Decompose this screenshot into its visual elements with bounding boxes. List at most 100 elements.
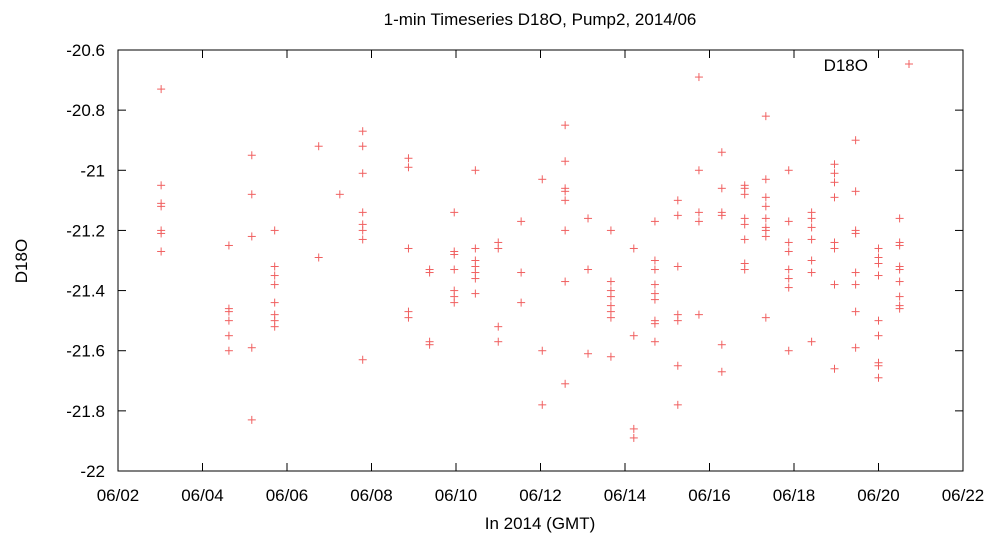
data-point bbox=[784, 274, 793, 283]
data-point bbox=[247, 232, 256, 241]
data-point bbox=[358, 208, 367, 217]
data-point bbox=[224, 316, 233, 325]
data-point bbox=[761, 232, 770, 241]
data-point bbox=[450, 250, 459, 259]
data-point bbox=[761, 214, 770, 223]
data-point bbox=[314, 142, 323, 151]
data-point bbox=[270, 271, 279, 280]
data-point bbox=[247, 151, 256, 160]
data-point bbox=[807, 256, 816, 265]
data-point bbox=[584, 265, 593, 274]
data-point bbox=[538, 175, 547, 184]
data-point bbox=[358, 235, 367, 244]
data-point bbox=[830, 244, 839, 253]
data-point bbox=[650, 265, 659, 274]
data-point bbox=[694, 310, 703, 319]
legend-plus-marker bbox=[905, 60, 913, 68]
y-axis: -20.6 -20.8 -21 -21.2 -21.4 -21.6 -21.8 -22 bbox=[66, 41, 963, 481]
data-point bbox=[807, 268, 816, 277]
data-point bbox=[358, 226, 367, 235]
x-tick-label-6: 06/14 bbox=[604, 486, 647, 505]
data-point bbox=[830, 193, 839, 202]
data-point bbox=[717, 211, 726, 220]
data-point bbox=[224, 241, 233, 250]
data-point bbox=[717, 340, 726, 349]
data-point bbox=[471, 274, 480, 283]
data-point bbox=[270, 226, 279, 235]
data-point bbox=[895, 214, 904, 223]
data-point bbox=[157, 202, 166, 211]
data-point bbox=[673, 361, 682, 370]
data-point bbox=[740, 235, 749, 244]
data-point bbox=[358, 169, 367, 178]
data-point bbox=[807, 214, 816, 223]
data-point bbox=[606, 292, 615, 301]
data-point bbox=[874, 244, 883, 253]
x-tick-label-5: 06/12 bbox=[519, 486, 562, 505]
legend-label: D18O bbox=[824, 56, 868, 75]
x-tick-label-7: 06/16 bbox=[688, 486, 731, 505]
data-point bbox=[404, 244, 413, 253]
data-point bbox=[807, 337, 816, 346]
data-point bbox=[358, 355, 367, 364]
data-point bbox=[224, 346, 233, 355]
x-tick-label-3: 06/08 bbox=[350, 486, 393, 505]
y-tick-label-2: -21 bbox=[80, 161, 105, 180]
data-point bbox=[157, 229, 166, 238]
data-point bbox=[538, 400, 547, 409]
data-point bbox=[471, 166, 480, 175]
data-point bbox=[650, 280, 659, 289]
data-point bbox=[694, 73, 703, 82]
x-tick-label-8: 06/18 bbox=[773, 486, 816, 505]
data-point bbox=[247, 190, 256, 199]
data-point bbox=[784, 346, 793, 355]
data-point bbox=[314, 253, 323, 262]
data-point bbox=[629, 433, 638, 442]
data-point bbox=[694, 166, 703, 175]
data-point bbox=[761, 202, 770, 211]
data-point bbox=[851, 307, 860, 316]
data-point bbox=[851, 229, 860, 238]
data-point bbox=[404, 163, 413, 172]
data-point bbox=[247, 343, 256, 352]
data-point bbox=[673, 316, 682, 325]
data-point bbox=[650, 256, 659, 265]
data-point bbox=[851, 268, 860, 277]
data-point bbox=[561, 379, 570, 388]
chart-title: 1-min Timeseries D18O, Pump2, 2014/06 bbox=[384, 10, 697, 29]
data-point bbox=[895, 265, 904, 274]
data-point bbox=[874, 259, 883, 268]
data-point bbox=[270, 298, 279, 307]
data-point bbox=[270, 322, 279, 331]
x-tick-label-9: 06/20 bbox=[857, 486, 900, 505]
data-point bbox=[851, 187, 860, 196]
data-point bbox=[807, 235, 816, 244]
legend-marker bbox=[905, 60, 913, 68]
data-point bbox=[606, 277, 615, 286]
data-point bbox=[740, 265, 749, 274]
data-point bbox=[494, 244, 503, 253]
data-point bbox=[673, 262, 682, 271]
data-point bbox=[157, 181, 166, 190]
data-point bbox=[561, 121, 570, 130]
data-point bbox=[538, 346, 547, 355]
legend: D18O bbox=[824, 56, 913, 75]
y-tick-label-6: -21.8 bbox=[66, 402, 105, 421]
data-point bbox=[224, 331, 233, 340]
data-point bbox=[425, 268, 434, 277]
data-point bbox=[717, 367, 726, 376]
data-point bbox=[561, 196, 570, 205]
data-point bbox=[851, 136, 860, 145]
data-point bbox=[673, 196, 682, 205]
data-point bbox=[335, 190, 344, 199]
data-point bbox=[247, 415, 256, 424]
data-point bbox=[784, 238, 793, 247]
data-point bbox=[784, 265, 793, 274]
data-point bbox=[450, 208, 459, 217]
data-point bbox=[517, 268, 526, 277]
data-point bbox=[717, 184, 726, 193]
data-point bbox=[584, 214, 593, 223]
x-tick-label-0: 06/02 bbox=[97, 486, 140, 505]
data-point bbox=[650, 337, 659, 346]
